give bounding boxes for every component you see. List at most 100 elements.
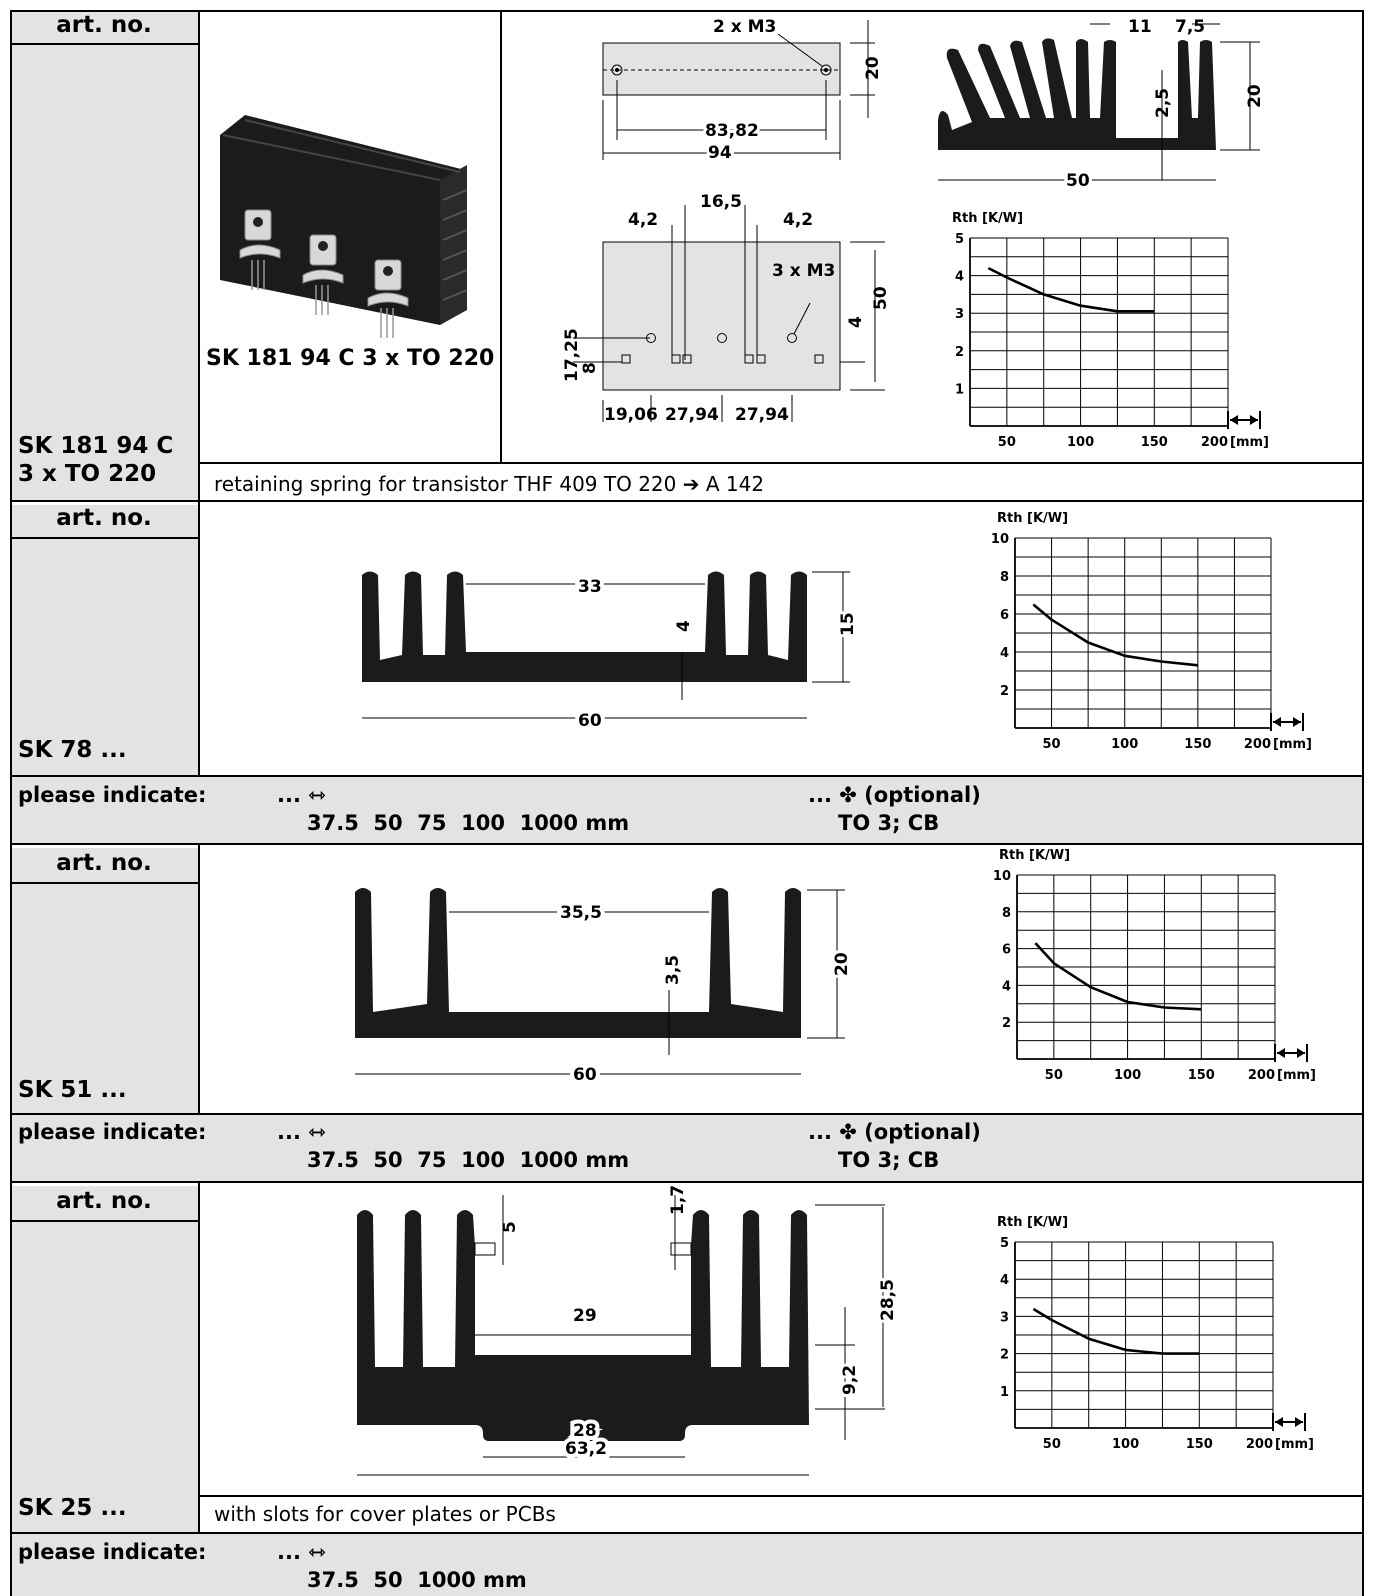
x-tick-label: 100 [1067, 435, 1094, 450]
hole-pattern-icon: ✤ [839, 783, 857, 807]
x-tick-label: 150 [1188, 1068, 1215, 1083]
y-axis-label: Rth [K/W] [952, 211, 1023, 226]
please-indicate-label: please indicate: [18, 1540, 207, 1564]
y-tick-label: 5 [1000, 1236, 1009, 1251]
please-bar-3 [10, 1113, 1363, 1181]
x-tick-label: 150 [1184, 737, 1211, 752]
length-arrow-icon [1275, 1417, 1283, 1427]
x-axis-label: [mm] [1273, 737, 1312, 752]
y-tick-label: 6 [1002, 943, 1011, 958]
dim-width: 60 [573, 1065, 597, 1085]
dim-w3: 4,2 [783, 210, 813, 230]
dim-gap: 35,5 [560, 903, 602, 923]
article-number: SK 25 ... [18, 1495, 127, 1521]
length-prefix: ... ⇿ [277, 1540, 326, 1564]
x-tick-label: 200 [1201, 435, 1228, 450]
y-tick-label: 6 [1000, 608, 1009, 623]
dim-total-height: 28,5 [878, 1279, 898, 1321]
y-tick-label: 1 [955, 382, 964, 397]
left-column-1 [10, 10, 198, 500]
dim-width: 60 [578, 711, 602, 731]
optional-value: TO 3; CB [838, 1148, 940, 1172]
dim-height: 15 [838, 612, 858, 636]
y-tick-label: 8 [1002, 906, 1011, 921]
dim-length: 94 [708, 143, 732, 163]
length-arrow-icon [1230, 415, 1238, 425]
x-axis-label: [mm] [1275, 1437, 1314, 1452]
y-tick-label: 4 [1000, 646, 1009, 661]
length-prefix: ... ⇿ [277, 1120, 326, 1144]
y-tick-label: 1 [1000, 1385, 1009, 1400]
y-tick-label: 2 [955, 345, 964, 360]
left-column-4 [10, 1186, 198, 1532]
x-tick-label: 100 [1112, 1437, 1139, 1452]
length-arrow-icon [1295, 1417, 1303, 1427]
x-tick-label: 100 [1111, 737, 1138, 752]
rth-chart-2: 2 4 6 8 10 50 100 150 200 [mm] Rth [K/W] [991, 511, 1312, 752]
length-arrow-icon: ⇿ [308, 1540, 326, 1564]
dim-x3: 27,94 [735, 405, 789, 425]
y-axis-label: Rth [K/W] [997, 1215, 1068, 1230]
accessory-note: retaining spring for transistor THF 409 … [214, 472, 765, 496]
y-tick-label: 3 [1000, 1310, 1009, 1325]
dim-height: 20 [832, 952, 852, 976]
art-no-label: art. no. [56, 505, 152, 531]
dim-x1: 19,06 [604, 405, 658, 425]
dim-fin-pitch: 7,5 [1175, 17, 1205, 37]
length-arrow-icon [1277, 1048, 1285, 1058]
dim-w2: 16,5 [700, 192, 742, 212]
x-tick-label: 50 [1043, 737, 1061, 752]
y-tick-label: 10 [993, 869, 1011, 884]
dim-gap: 33 [578, 577, 602, 597]
dim-hole-pitch: 83,82 [705, 121, 759, 141]
rth-chart-3: 2 4 6 8 10 50 100 150 200 [mm] Rth [K/W] [993, 848, 1316, 1083]
y-tick-label: 2 [1000, 1348, 1009, 1363]
x-tick-label: 50 [1043, 1437, 1061, 1452]
y-axis-label: Rth [K/W] [997, 511, 1068, 526]
rth-curve [1032, 1307, 1200, 1355]
dim-plate-height: 50 [871, 286, 891, 310]
dim-offset-2: 8 [580, 362, 600, 374]
x-tick-label: 200 [1248, 1068, 1275, 1083]
rth-curve [1032, 603, 1199, 667]
x-axis-label: [mm] [1230, 435, 1269, 450]
please-bar-4 [10, 1532, 1363, 1596]
dim-w1: 4,2 [628, 210, 658, 230]
y-tick-label: 4 [1002, 979, 1011, 994]
dim-width: 50 [1066, 171, 1090, 191]
dim-base: 4 [674, 620, 694, 632]
length-options: 37.5 50 75 100 1000 mm [307, 811, 630, 835]
x-axis-label: [mm] [1277, 1068, 1316, 1083]
profile-drawing-1: 11 7,5 2,5 20 50 [938, 17, 1265, 194]
x-tick-label: 50 [998, 435, 1016, 450]
x-tick-label: 150 [1186, 1437, 1213, 1452]
optional-label: ... ✤ (optional) [808, 783, 981, 807]
length-arrow-icon [1250, 415, 1258, 425]
profile-drawing-4: 5 1,7 29 28,5 9,2 28 63,2 [357, 1185, 901, 1476]
length-options: 37.5 50 1000 mm [307, 1568, 527, 1592]
dim-small: 4 [846, 316, 866, 328]
dim-x2: 27,94 [665, 405, 719, 425]
article-number: SK 78 ... [18, 737, 127, 763]
rth-chart-1: 1 2 3 4 5 50 100 150 200 [mm] Rth [K/W] [952, 211, 1269, 450]
length-arrow-icon [1297, 1048, 1305, 1058]
rth-chart-4: 1 2 3 4 5 50 100 150 200 [mm] Rth [K/W] [997, 1215, 1314, 1452]
y-tick-label: 2 [1002, 1016, 1011, 1031]
x-tick-label: 150 [1141, 435, 1168, 450]
x-tick-label: 100 [1114, 1068, 1141, 1083]
photo-caption: SK 181 94 C 3 x TO 220 [206, 346, 495, 371]
left-column-3 [10, 848, 198, 1118]
length-options: 37.5 50 75 100 1000 mm [307, 1148, 630, 1172]
slots-note: with slots for cover plates or PCBs [214, 1502, 556, 1526]
art-no-label: art. no. [56, 1188, 152, 1214]
dim-holes-top: 2 x M3 [713, 17, 776, 37]
rth-curve [987, 266, 1155, 313]
dim-width: 63,2 [565, 1439, 607, 1459]
y-tick-label: 3 [955, 307, 964, 322]
y-tick-label: 10 [991, 532, 1009, 547]
optional-label: ... ✤ (optional) [808, 1120, 981, 1144]
dim-slot-width: 1,7 [668, 1185, 688, 1215]
y-axis-label: Rth [K/W] [999, 848, 1070, 863]
y-tick-label: 4 [955, 270, 964, 285]
length-prefix: ... ⇿ [277, 783, 326, 807]
